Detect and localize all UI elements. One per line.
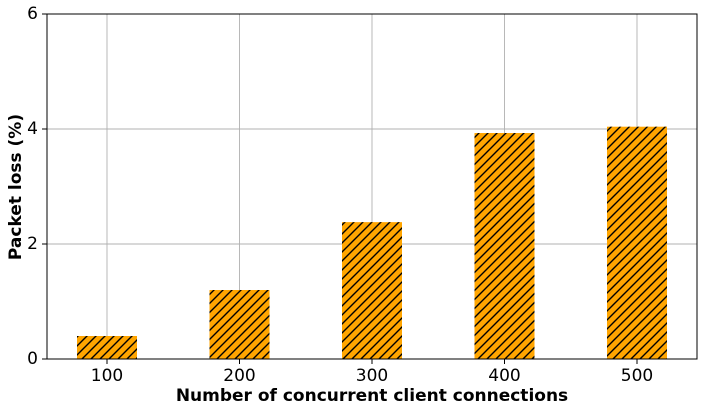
x-tick-label: 100 <box>91 366 123 386</box>
x-tick-label: 200 <box>223 366 255 386</box>
y-tick-label: 0 <box>27 349 38 369</box>
bar-hatch <box>474 133 535 359</box>
bar-hatch <box>77 336 137 359</box>
x-tick-label: 300 <box>356 366 388 386</box>
y-tick-label: 2 <box>27 234 38 254</box>
y-axis-label: Packet loss (%) <box>6 114 26 260</box>
plot-frame <box>46 13 698 360</box>
y-tick-label: 4 <box>27 119 38 139</box>
x-tick-label: 400 <box>488 366 520 386</box>
bar-hatch <box>607 126 667 359</box>
bar-hatch <box>209 290 270 359</box>
x-axis-label: Number of concurrent client connections <box>176 386 568 406</box>
x-tick-label: 500 <box>621 366 653 386</box>
y-tick-label: 6 <box>27 4 38 24</box>
bar-hatch <box>342 222 402 359</box>
